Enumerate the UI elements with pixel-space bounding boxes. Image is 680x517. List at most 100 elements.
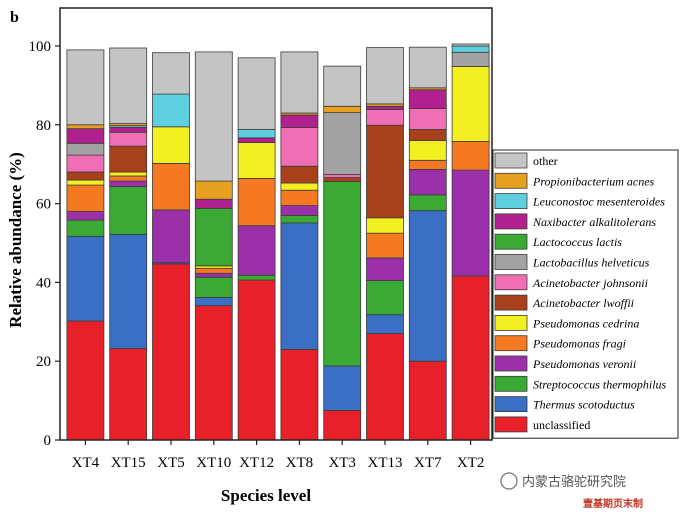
bar-segment-xt10-2 [194,276,233,298]
bar-segment-xt10-12 [194,180,233,200]
bar-segment-xt15-4 [109,175,148,182]
bar-segment-xt10-10 [194,198,233,209]
bar-segment-xt7-4 [408,159,447,170]
bar-segment-xt12-0 [237,279,276,441]
bar-segment-xt4-6 [66,171,105,181]
bar-segment-xt5-13 [152,52,190,95]
y-tick-label: 60 [36,197,51,213]
legend-label: Pseudomonas cedrina [532,316,639,330]
legend-label: Propionibacterium acnes [532,174,655,188]
x-tick-label-xt13: XT13 [368,455,403,471]
bar-segment-xt8-7 [280,127,319,167]
bar-segment-xt13-5 [366,217,404,234]
bar-segment-xt8-4 [280,189,319,206]
bar-segment-xt13-4 [366,232,404,259]
legend-swatch [494,213,528,230]
bar-segment-xt10-0 [194,305,233,441]
bar-segment-xt4-0 [66,320,105,441]
bar-segment-xt10-4 [194,267,233,274]
bar-segment-xt4-3 [66,211,105,221]
x-tick-label-xt5: XT5 [157,455,185,471]
bar-segment-xt13-10 [366,105,404,110]
bar-segment-xt5-3 [152,209,190,264]
bar-segment-xt4-12 [66,124,105,130]
legend-label: unclassified [533,418,590,432]
bar-segment-xt4-8 [66,142,105,156]
legend-label: Lactococcus lactis [532,235,622,249]
bar-segment-xt5-11 [152,93,190,128]
bar-segment-xt13-1 [366,314,404,335]
x-tick-label-xt12: XT12 [239,455,274,471]
bar-segment-xt8-3 [280,205,319,216]
y-tick-label: 100 [29,39,52,55]
bar-segment-xt15-2 [109,186,148,235]
x-tick-label-xt4: XT4 [72,455,100,471]
bar-segment-xt15-0 [109,348,148,441]
bar-segment-xt15-13 [109,47,148,124]
bar-segment-xt8-2 [280,214,319,224]
bar-segment-xt15-10 [109,126,148,133]
bar-segment-xt12-2 [237,274,276,281]
bar-segment-xt4-1 [66,235,105,322]
bar-segment-xt2-11 [451,45,490,53]
bar-segment-xt12-3 [237,225,276,276]
watermark-subtext: 壹基期页末制 [583,497,643,510]
y-tick-label: 40 [36,275,51,291]
bar-segment-xt13-6 [366,124,404,219]
legend-swatch [494,416,528,433]
x-tick-label-xt15: XT15 [111,455,146,471]
legend-swatch [494,375,528,392]
wechat-icon [500,472,518,490]
bar-segment-xt3-12 [323,105,362,114]
x-axis-ticks: XT4 XT15 XT5 XT10 XT12 XT8 XT3 XT13 XT7 XT2 [72,440,484,471]
watermark: 内蒙古骆驼研究院 壹基期页末制 [500,472,643,510]
x-tick-label-xt7: XT7 [414,455,442,471]
bar-segment-xt7-0 [408,360,447,441]
bar-segment-xt3-13 [323,65,362,107]
bar-segment-xt10-5 [194,265,233,269]
bar-segment-xt3-1 [323,365,362,411]
bar-segment-xt4-7 [66,154,105,173]
bar-segment-xt8-0 [280,348,319,441]
y-tick-label: 20 [36,354,51,370]
bar-segment-xt2-5 [451,66,490,142]
legend-label: Thermus scotoductus [533,398,635,412]
bar-segment-xt10-1 [194,296,233,307]
bar-segment-xt2-3 [451,169,490,277]
bar-segment-xt4-10 [66,128,105,144]
legend-label: Acinetobacter lwoffii [532,296,634,310]
bar-segment-xt2-4 [451,140,490,171]
legend-label: Pseudomonas fragi [532,337,626,351]
bar-group [66,43,490,441]
legend-label: Streptococcus thermophilus [533,377,667,391]
bar-segment-xt3-0 [323,409,362,441]
bar-segment-xt8-6 [280,165,319,184]
bar-segment-xt15-1 [109,233,148,350]
legend-label: Naxibacter alkalitolerans [532,215,656,229]
bar-segment-xt5-5 [152,126,190,164]
bar-segment-xt12-11 [237,129,276,139]
x-tick-label-xt8: XT8 [286,455,314,471]
bar-segment-xt10-3 [194,272,233,278]
legend-swatch [494,294,528,311]
bar-segment-xt7-13 [408,46,447,89]
legend-swatch [494,355,528,372]
bar-segment-xt15-7 [109,131,148,147]
legend-swatch [494,254,528,270]
bar-segment-xt4-4 [66,184,105,212]
bar-segment-xt7-5 [408,140,447,161]
bar-segment-xt7-3 [408,168,447,196]
bar-segment-xt7-2 [408,194,447,212]
bar-segment-xt15-6 [109,145,148,173]
bar-segment-xt13-7 [366,109,404,126]
legend-swatch [494,152,528,169]
legend-swatch [494,335,528,352]
bar-segment-xt10-9 [194,207,233,267]
y-tick-label: 80 [36,118,51,134]
legend-swatch [494,396,528,413]
bar-segment-xt5-4 [152,162,190,211]
bar-segment-xt3-2 [323,181,362,367]
bar-segment-xt8-5 [280,182,319,191]
